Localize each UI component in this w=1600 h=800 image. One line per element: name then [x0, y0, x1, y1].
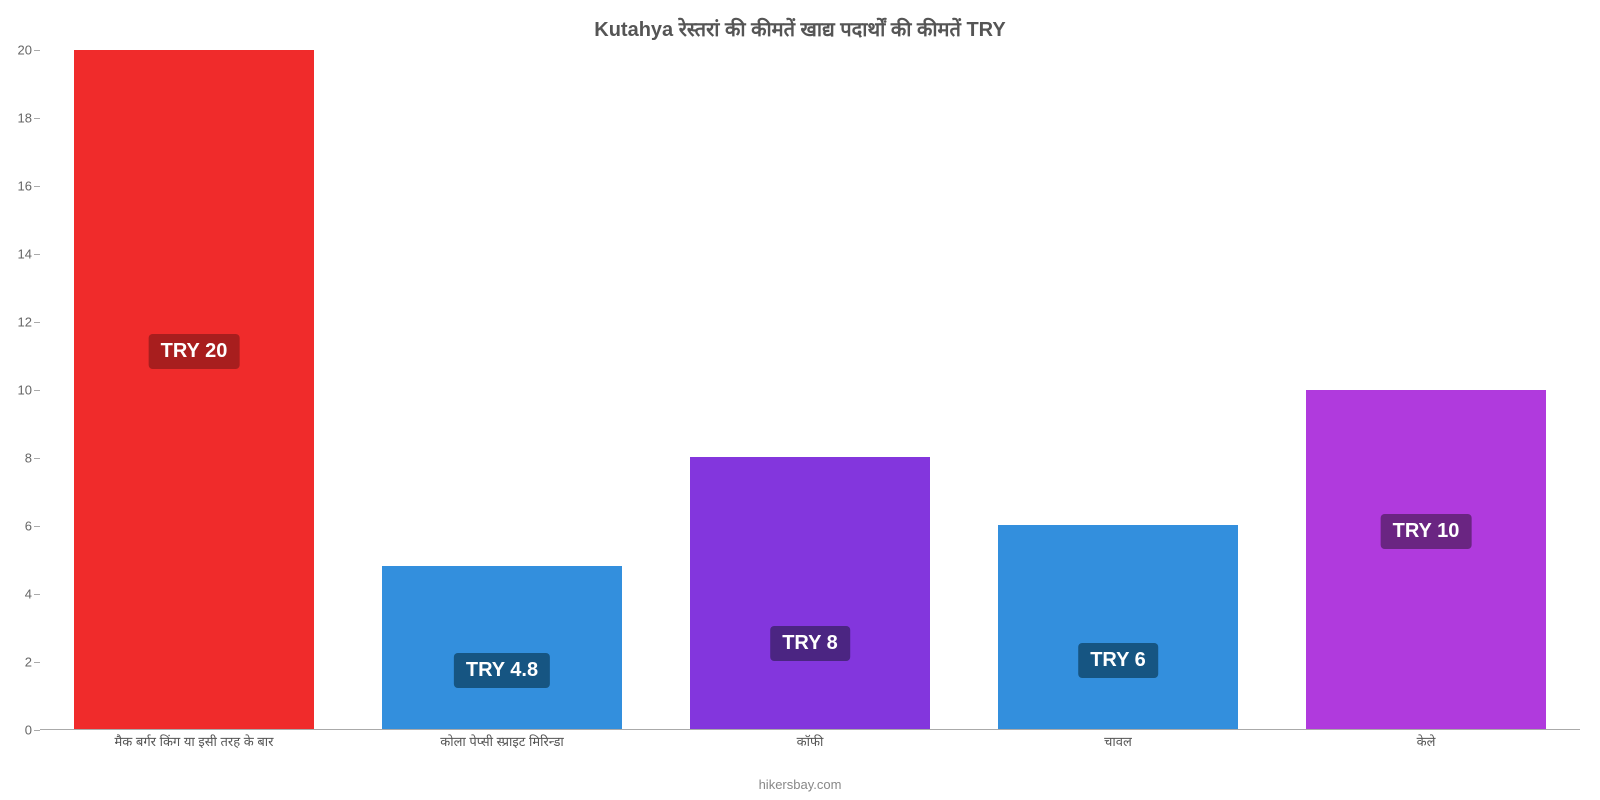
bar-group: TRY 8	[656, 50, 964, 729]
y-tick-label: 20	[18, 43, 32, 58]
bar-group: TRY 20	[40, 50, 348, 729]
bar: TRY 10	[1306, 390, 1546, 730]
bar-group: TRY 10	[1272, 50, 1580, 729]
value-badge: TRY 8	[770, 626, 850, 661]
y-tick-label: 16	[18, 179, 32, 194]
y-tick-label: 4	[25, 587, 32, 602]
y-tick-label: 0	[25, 723, 32, 738]
y-tick-label: 12	[18, 315, 32, 330]
y-tick-label: 10	[18, 383, 32, 398]
y-tick-label: 18	[18, 111, 32, 126]
x-labels-row: मैक बर्गर किंग या इसी तरह के बारकोला पेप…	[40, 732, 1580, 750]
x-axis-label: चावल	[964, 732, 1272, 750]
value-badge: TRY 6	[1078, 643, 1158, 678]
bar-group: TRY 4.8	[348, 50, 656, 729]
value-badge: TRY 10	[1381, 514, 1472, 549]
y-tick-label: 2	[25, 655, 32, 670]
chart-container: Kutahya रेस्तरां की कीमतें खाद्य पदार्थो…	[0, 0, 1600, 800]
credit-text: hikersbay.com	[0, 777, 1600, 792]
bar: TRY 8	[690, 457, 930, 729]
bar-group: TRY 6	[964, 50, 1272, 729]
x-axis-label: कॉफी	[656, 732, 964, 750]
value-badge: TRY 4.8	[454, 653, 550, 688]
chart-title: Kutahya रेस्तरां की कीमतें खाद्य पदार्थो…	[0, 15, 1600, 42]
y-tick-label: 8	[25, 451, 32, 466]
plot-area: TRY 20 TRY 4.8 TRY 8 TRY 6 TRY 10	[40, 50, 1580, 730]
value-badge: TRY 20	[149, 334, 240, 369]
bars-row: TRY 20 TRY 4.8 TRY 8 TRY 6 TRY 10	[40, 50, 1580, 729]
x-axis-label: मैक बर्गर किंग या इसी तरह के बार	[40, 732, 348, 750]
bar: TRY 4.8	[382, 566, 622, 729]
y-tick-label: 6	[25, 519, 32, 534]
x-axis-label: केले	[1272, 732, 1580, 750]
y-tick-label: 14	[18, 247, 32, 262]
bar: TRY 6	[998, 525, 1238, 729]
x-axis-label: कोला पेप्सी स्प्राइट मिरिन्डा	[348, 732, 656, 750]
y-axis: 02468101214161820	[0, 50, 40, 730]
bar: TRY 20	[74, 50, 314, 729]
